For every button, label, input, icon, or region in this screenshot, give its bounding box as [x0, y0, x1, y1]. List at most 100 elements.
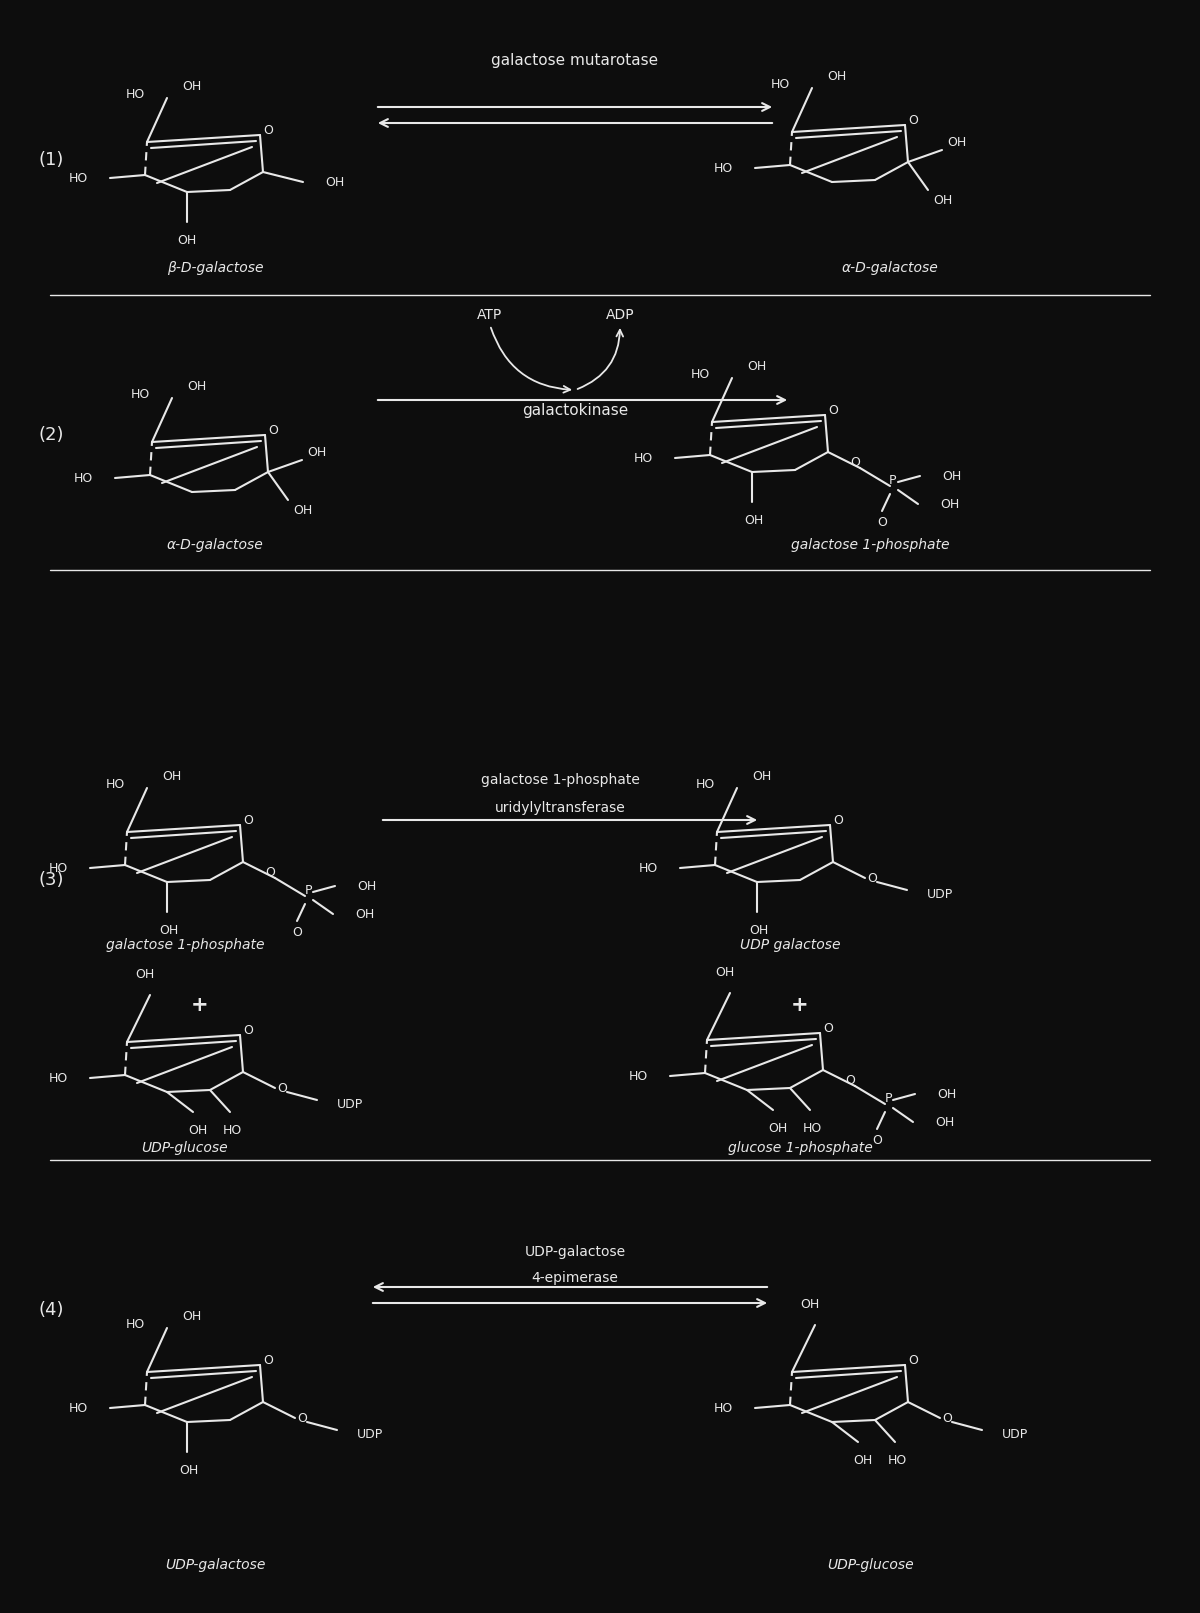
- Text: O: O: [942, 1413, 952, 1426]
- Text: O: O: [298, 1413, 307, 1426]
- Text: β-D-galactose: β-D-galactose: [167, 261, 263, 274]
- Text: HO: HO: [126, 87, 145, 100]
- Text: OH: OH: [744, 515, 763, 527]
- Text: HO: HO: [49, 1071, 68, 1084]
- Text: HO: HO: [131, 387, 150, 400]
- Text: O: O: [828, 405, 838, 418]
- Text: OH: OH: [940, 497, 959, 510]
- Text: P: P: [305, 884, 312, 897]
- Text: glucose 1-phosphate: glucose 1-phosphate: [727, 1140, 872, 1155]
- Text: galactose 1-phosphate: galactose 1-phosphate: [791, 539, 949, 552]
- Text: UDP: UDP: [358, 1428, 383, 1440]
- Text: α-D-galactose: α-D-galactose: [841, 261, 938, 274]
- Text: OH: OH: [136, 968, 155, 981]
- Text: HO: HO: [73, 471, 94, 484]
- Text: UDP: UDP: [1002, 1428, 1028, 1440]
- Text: OH: OH: [293, 503, 312, 516]
- Text: O: O: [277, 1082, 287, 1095]
- Text: HO: HO: [68, 1402, 88, 1415]
- Text: HO: HO: [634, 452, 653, 465]
- Text: UDP-glucose: UDP-glucose: [142, 1140, 228, 1155]
- Text: uridylyltransferase: uridylyltransferase: [494, 802, 625, 815]
- Text: O: O: [268, 424, 278, 437]
- Text: (2): (2): [38, 426, 64, 444]
- Text: HO: HO: [696, 777, 715, 790]
- Text: OH: OH: [937, 1087, 956, 1100]
- Text: P: P: [889, 474, 896, 487]
- Text: OH: OH: [746, 360, 767, 373]
- Text: OH: OH: [752, 769, 772, 782]
- Text: O: O: [263, 124, 272, 137]
- Text: O: O: [845, 1074, 854, 1087]
- Text: galactose 1-phosphate: galactose 1-phosphate: [106, 939, 264, 952]
- Text: ATP: ATP: [478, 308, 503, 323]
- Text: HO: HO: [714, 1402, 733, 1415]
- Text: HO: HO: [222, 1124, 241, 1137]
- Text: HO: HO: [629, 1069, 648, 1082]
- Text: O: O: [877, 516, 887, 529]
- Text: HO: HO: [49, 861, 68, 874]
- Text: HO: HO: [126, 1318, 145, 1331]
- Text: O: O: [244, 1024, 253, 1037]
- Text: P: P: [884, 1092, 892, 1105]
- Text: OH: OH: [179, 1465, 199, 1478]
- Text: O: O: [908, 115, 918, 127]
- Text: (1): (1): [38, 152, 64, 169]
- Text: HO: HO: [770, 77, 790, 90]
- Text: UDP: UDP: [928, 887, 953, 900]
- Text: O: O: [866, 873, 877, 886]
- Text: OH: OH: [187, 379, 206, 392]
- Text: OH: OH: [934, 194, 953, 206]
- Text: OH: OH: [307, 445, 326, 458]
- Text: HO: HO: [106, 777, 125, 790]
- Text: galactose 1-phosphate: galactose 1-phosphate: [480, 773, 640, 787]
- Text: galactokinase: galactokinase: [522, 403, 628, 418]
- Text: O: O: [265, 866, 275, 879]
- Text: UDP-glucose: UDP-glucose: [827, 1558, 913, 1573]
- Text: OH: OH: [935, 1116, 954, 1129]
- Text: O: O: [908, 1355, 918, 1368]
- Text: OH: OH: [188, 1124, 208, 1137]
- Text: (4): (4): [38, 1302, 64, 1319]
- Text: O: O: [833, 815, 842, 827]
- Text: 4-epimerase: 4-epimerase: [532, 1271, 618, 1286]
- Text: α-D-galactose: α-D-galactose: [167, 539, 263, 552]
- Text: O: O: [823, 1023, 833, 1036]
- Text: (3): (3): [38, 871, 64, 889]
- Text: HO: HO: [714, 161, 733, 174]
- Text: O: O: [263, 1355, 272, 1368]
- Text: UDP-galactose: UDP-galactose: [164, 1558, 265, 1573]
- Text: OH: OH: [715, 966, 734, 979]
- Text: OH: OH: [162, 769, 181, 782]
- Text: O: O: [244, 815, 253, 827]
- Text: galactose mutarotase: galactose mutarotase: [492, 53, 659, 68]
- Text: O: O: [850, 456, 860, 469]
- Text: OH: OH: [182, 1310, 202, 1323]
- Text: HO: HO: [68, 171, 88, 184]
- Text: OH: OH: [178, 234, 197, 247]
- Text: HO: HO: [887, 1453, 907, 1466]
- Text: OH: OH: [947, 135, 966, 148]
- Text: UDP galactose: UDP galactose: [739, 939, 840, 952]
- Text: UDP: UDP: [337, 1097, 364, 1110]
- Text: OH: OH: [358, 879, 377, 892]
- Text: ADP: ADP: [606, 308, 635, 323]
- Text: UDP-galactose: UDP-galactose: [524, 1245, 625, 1260]
- Text: OH: OH: [182, 79, 202, 92]
- Text: +: +: [191, 995, 209, 1015]
- Text: OH: OH: [942, 469, 961, 482]
- Text: OH: OH: [325, 176, 344, 189]
- Text: O: O: [292, 926, 302, 939]
- Text: OH: OH: [853, 1453, 872, 1466]
- Text: OH: OH: [827, 69, 846, 82]
- Text: HO: HO: [803, 1123, 822, 1136]
- Text: O: O: [872, 1134, 882, 1147]
- Text: OH: OH: [355, 908, 374, 921]
- Text: OH: OH: [160, 924, 179, 937]
- Text: OH: OH: [768, 1123, 787, 1136]
- Text: OH: OH: [800, 1298, 820, 1311]
- Text: HO: HO: [638, 861, 658, 874]
- Text: OH: OH: [749, 924, 769, 937]
- Text: HO: HO: [691, 368, 710, 381]
- Text: +: +: [791, 995, 809, 1015]
